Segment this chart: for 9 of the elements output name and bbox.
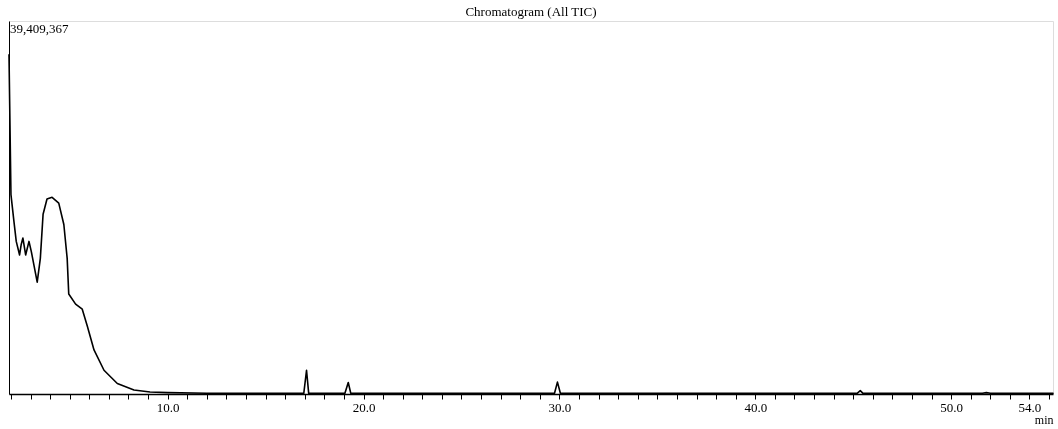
x-tick-label: 20.0: [352, 399, 376, 415]
x-tick-label: 54.0: [1018, 399, 1042, 415]
x-tick-label: 10.0: [156, 399, 180, 415]
x-tick-label: 50.0: [940, 399, 964, 415]
text: 39,409,367: [10, 21, 69, 36]
x-axis-title: min: [1034, 412, 1054, 427]
chart-title: Chromatogram (All TIC): [465, 4, 597, 19]
x-tick-label: 30.0: [548, 399, 572, 415]
x-tick-label: 40.0: [744, 399, 768, 415]
